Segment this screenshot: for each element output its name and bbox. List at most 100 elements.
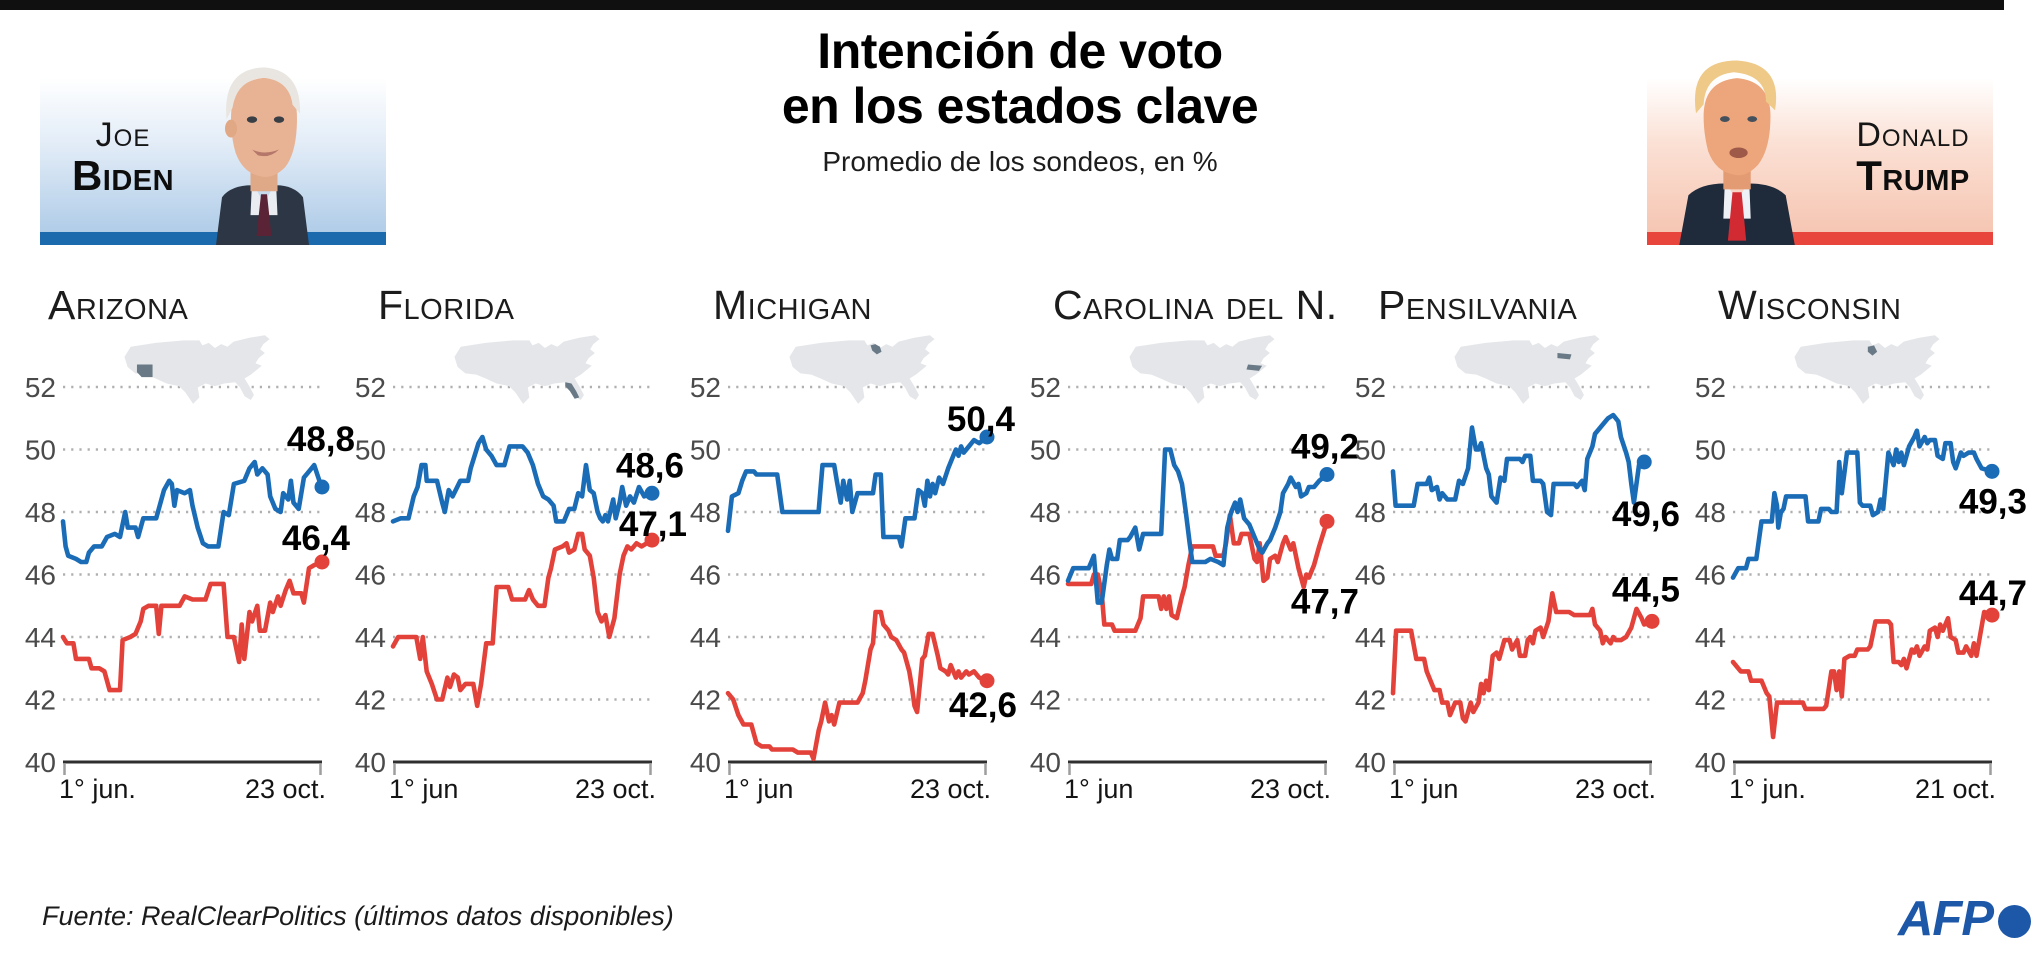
biden-line [60,459,325,565]
x-end-label: 23 oct. [1250,774,1331,804]
x-end-label: 23 oct. [1575,774,1656,804]
us-map-pa [1454,335,1600,404]
us-map-outline [124,335,270,404]
trump-line [1390,590,1655,724]
x-start-label: 1° jun. [59,774,136,804]
chart-nc: 52 50 48 46 44 42 401° jun 23 oct. 47,7 49,2 [1030,335,1359,804]
y-tick-label: 46 [1030,560,1061,591]
biden-first-name: Joe [95,116,151,154]
trump-last-name: Trump [1856,151,1970,199]
chart-mi: 52 50 48 46 44 42 401° jun 23 oct. 42,6 50,4 [690,335,1017,804]
chart-title-az: Arizona [48,282,189,328]
trump-line [390,531,655,709]
biden-end-dot [644,485,660,501]
y-tick-label: 48 [25,497,56,528]
source-note: Fuente: RealClearPolitics (últimos datos… [42,901,674,931]
trump-value-label: 44,5 [1612,570,1680,609]
y-tick-label: 40 [690,747,721,778]
us-map-fl [454,335,600,404]
y-tick-label: 42 [1355,685,1386,716]
y-tick-label: 48 [690,497,721,528]
afp-logo-text: AFP [1898,892,1994,946]
biden-value-label: 48,8 [287,420,355,459]
trump-end-dot [1984,607,2000,623]
y-tick-label: 48 [1695,497,1726,528]
y-tick-label: 50 [1355,435,1386,466]
y-tick-label: 50 [1030,435,1061,466]
y-tick-label: 40 [25,747,56,778]
y-tick-label: 48 [1030,497,1061,528]
trump-end-dot [1319,513,1335,529]
y-tick-label: 46 [355,560,386,591]
trump-end-dot [644,532,660,548]
trump-line [1730,609,1995,740]
biden-line [1065,447,1330,605]
title-block: Intención de voto en los estados clave P… [520,24,1520,178]
biden-end-dot [1319,467,1335,482]
y-tick-label: 46 [25,560,56,591]
biden-name: Joe Biden [48,116,198,199]
y-tick-label: 42 [1695,685,1726,716]
y-tick-label: 52 [1030,372,1061,403]
us-map-az [124,335,270,404]
y-tick-label: 52 [25,372,56,403]
us-map-outline [1794,335,1940,404]
chart-column-az: Arizona 52 50 48 46 44 42 40 1° jun. 23 oct. 46,4 4… [25,270,360,815]
trump-name: Donald Trump [1838,117,1988,199]
y-tick-label: 44 [355,622,386,653]
top-bar [0,0,2004,10]
y-tick-label: 40 [355,747,386,778]
trump-value-label: 47,1 [619,505,687,544]
biden-last-name: Biden [71,151,175,199]
y-tick-label: 42 [690,685,721,716]
y-tick-label: 52 [690,372,721,403]
afp-logo: AFP [1898,891,2031,947]
biden-portrait-icon [216,67,309,245]
us-map-outline [789,335,935,404]
y-tick-label: 48 [1355,497,1386,528]
us-map-mi [789,335,935,404]
state-highlight-mi [870,344,882,355]
y-tick-label: 50 [355,435,386,466]
chart-title-mi: Michigan [713,282,872,328]
y-tick-label: 40 [1695,747,1726,778]
x-start-label: 1° jun. [1729,774,1806,804]
y-tick-label: 44 [1695,622,1726,653]
y-tick-label: 46 [1695,560,1726,591]
trump-value-label: 42,6 [949,686,1017,725]
y-tick-label: 46 [1355,560,1386,591]
chart-pa: 52 50 48 46 44 42 401° jun 23 oct. 44,5 49,6 [1355,335,1680,804]
biden-end-dot [314,479,330,495]
trump-portrait-icon [1679,60,1795,245]
y-tick-label: 44 [1355,622,1386,653]
trump-end-dot [314,554,330,570]
biden-line [1390,412,1647,518]
chart-title-fl: Florida [378,282,515,328]
biden-line [390,434,655,524]
chart-column-mi: Michigan 52 50 48 46 44 42 40 1° jun 23 oct. 42,6 5… [690,270,1025,815]
y-tick-label: 44 [1030,622,1061,653]
trump-end-dot [1644,613,1660,629]
y-tick-label: 40 [1030,747,1061,778]
biden-end-dot [979,429,995,445]
state-highlight-fl [565,382,580,399]
trump-value-label: 46,4 [282,519,351,558]
x-start-label: 1° jun [1064,774,1133,804]
y-tick-label: 42 [25,685,56,716]
y-tick-label: 42 [355,685,386,716]
chart-az: 52 50 48 46 44 42 401° jun. 23 oct. 46,4 48,8 [25,335,355,804]
us-map-outline [454,335,600,404]
x-start-label: 1° jun [724,774,793,804]
chart-title-nc: Carolina del N. [1053,282,1338,328]
chart-column-pa: Pensilvania 52 50 48 46 44 42 40 1° jun 23 oct. 44… [1355,270,1690,815]
us-map-outline [1129,335,1275,404]
y-tick-label: 52 [355,372,386,403]
y-tick-label: 50 [690,435,721,466]
biden-photo [186,36,336,250]
trump-line [60,559,325,693]
y-tick-label: 48 [355,497,386,528]
y-tick-label: 50 [25,435,56,466]
trump-photo [1658,40,1810,250]
x-end-label: 23 oct. [910,774,991,804]
main-title-line1: Intención de voto [817,23,1223,79]
